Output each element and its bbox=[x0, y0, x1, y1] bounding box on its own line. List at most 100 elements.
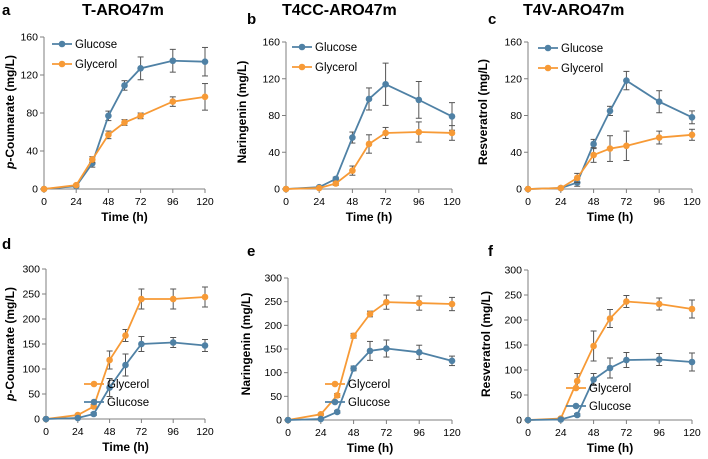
ylabel-a: p-Coumarate (mg/L) bbox=[3, 55, 17, 170]
chart-b: 0 40 80 120 160 0 24 48 72 96 120 Time (h) Glucose Gl… bbox=[262, 37, 460, 225]
y-tick-label: 40 bbox=[510, 147, 522, 159]
glucose-data-point bbox=[201, 58, 209, 65]
glycerol-data-point bbox=[688, 305, 696, 313]
y-tick-label: 120 bbox=[20, 70, 38, 82]
x-tick-label: 24 bbox=[555, 427, 567, 439]
chart-c: 0 40 80 120 160 0 24 48 72 96 120 Time (h) Glucose Gl… bbox=[504, 37, 700, 225]
glycerol-data-point bbox=[590, 151, 597, 159]
x-tick-label: 0 bbox=[41, 196, 47, 208]
y-tick-label: 150 bbox=[504, 340, 522, 352]
y-tick-label: 300 bbox=[504, 265, 522, 277]
glycerol-data-point bbox=[524, 185, 532, 193]
glucose-data-point bbox=[42, 415, 50, 423]
y-tick-label: 150 bbox=[264, 344, 282, 356]
glucose-data-point bbox=[122, 361, 129, 369]
chart-e: 0 50 100 150 200 250 300 0 24 48 72 96 120 Time (h) Gl… bbox=[264, 273, 460, 456]
x-tick-label: 0 bbox=[525, 196, 531, 208]
glucose-data-point bbox=[201, 342, 209, 349]
ylabel-b: Naringenin (mg/L) bbox=[235, 61, 249, 164]
glycerol-series-line bbox=[43, 95, 206, 190]
x-tick-label: 0 bbox=[285, 427, 291, 439]
x-tick-label: 96 bbox=[413, 427, 425, 439]
glycerol-data-point bbox=[121, 119, 128, 126]
glycerol-data-point bbox=[448, 129, 456, 137]
x-tick-label: 24 bbox=[315, 427, 327, 439]
x-tick-label: 48 bbox=[104, 426, 116, 438]
glucose-data-point bbox=[74, 414, 82, 422]
y-tick-label: 0 bbox=[32, 184, 38, 196]
y-tick-label: 40 bbox=[26, 146, 38, 158]
legend-marker-glycerol bbox=[544, 64, 552, 72]
ylabel-c: Resveratrol (mg/L) bbox=[476, 59, 490, 165]
glucose-data-point bbox=[365, 95, 373, 103]
glucose-data-point bbox=[284, 416, 292, 424]
panel-letter-e: e bbox=[247, 243, 255, 260]
x-tick-label: 48 bbox=[103, 196, 115, 208]
y-tick-label: 160 bbox=[20, 32, 38, 44]
glucose-data-point bbox=[623, 356, 630, 364]
glycerol-data-point bbox=[415, 128, 423, 136]
legend-label-glycerol: Glycerol bbox=[315, 62, 357, 74]
x-tick-label: 120 bbox=[443, 427, 461, 439]
x-tick-label: 120 bbox=[683, 427, 701, 439]
glucose-data-point bbox=[332, 175, 340, 183]
legend-label-glucose: Glucose bbox=[348, 397, 390, 409]
y-tick-label: 120 bbox=[504, 73, 522, 85]
y-tick-label: 50 bbox=[28, 389, 40, 401]
glucose-data-point bbox=[590, 376, 597, 383]
glycerol-data-point bbox=[282, 185, 290, 193]
glycerol-data-point bbox=[366, 310, 374, 318]
x-tick-label: 0 bbox=[525, 427, 531, 439]
glucose-data-point bbox=[655, 356, 663, 363]
legend-marker-glycerol bbox=[298, 63, 306, 71]
glucose-data-point bbox=[121, 82, 128, 89]
legend-label-glycerol: Glycerol bbox=[561, 63, 603, 75]
panel-title-b: T4CC-ARO47m bbox=[282, 2, 397, 19]
glycerol-data-point bbox=[333, 392, 341, 399]
chart-f: 0 50 100 150 200 250 300 0 24 48 72 96 120 Time (h) Gl… bbox=[504, 265, 700, 456]
glucose-data-point bbox=[448, 113, 456, 120]
chart-a: 0 40 80 120 160 0 24 48 72 96 120 Time (h) Glucose Gl… bbox=[20, 32, 213, 225]
glucose-data-point bbox=[448, 357, 456, 365]
glucose-data-point bbox=[349, 134, 356, 141]
y-tick-label: 100 bbox=[504, 365, 522, 377]
glucose-data-point bbox=[606, 107, 614, 115]
legend-label-glucose: Glucose bbox=[75, 39, 117, 51]
x-axis-title: Time (h) bbox=[102, 440, 148, 454]
glucose-data-point bbox=[382, 80, 389, 88]
glucose-data-point bbox=[106, 384, 113, 391]
x-tick-label: 24 bbox=[555, 196, 567, 208]
glycerol-data-point bbox=[655, 134, 663, 141]
legend-label-glucose: Glucose bbox=[561, 43, 603, 55]
legend-label-glycerol: Glycerol bbox=[75, 59, 117, 71]
y-tick-label: 250 bbox=[504, 290, 522, 302]
ylabel-e: Naringenin (mg/L) bbox=[239, 293, 253, 396]
panel-letter-d: d bbox=[2, 236, 11, 253]
x-tick-label: 120 bbox=[196, 196, 214, 208]
glycerol-data-point bbox=[573, 174, 581, 182]
glycerol-data-point bbox=[623, 142, 630, 150]
y-tick-label: 250 bbox=[264, 296, 282, 308]
glucose-data-point bbox=[415, 349, 423, 356]
y-tick-label: 0 bbox=[276, 415, 282, 427]
legend-marker-glucose bbox=[572, 402, 580, 410]
legend-marker-glycerol bbox=[331, 380, 339, 388]
y-tick-label: 80 bbox=[268, 110, 280, 122]
glycerol-data-point bbox=[655, 300, 663, 308]
glucose-data-point bbox=[688, 114, 696, 121]
glycerol-data-point bbox=[448, 300, 456, 308]
glucose-data-point bbox=[169, 339, 177, 346]
glycerol-series-line bbox=[527, 300, 693, 421]
y-tick-label: 160 bbox=[504, 37, 522, 49]
panel-letter-c: c bbox=[488, 11, 496, 28]
glycerol-data-point bbox=[315, 184, 323, 192]
y-tick-label: 300 bbox=[22, 264, 40, 276]
glucose-data-point bbox=[655, 98, 663, 106]
legend-marker-glucose bbox=[298, 43, 306, 51]
glucose-data-point bbox=[688, 358, 696, 366]
x-tick-label: 72 bbox=[380, 196, 392, 208]
x-tick-label: 0 bbox=[283, 196, 289, 208]
chart-d: 0 50 100 150 200 250 300 0 24 48 72 96 120 Time (h) Gl… bbox=[22, 264, 213, 455]
x-tick-label: 48 bbox=[348, 427, 360, 439]
glycerol-data-point bbox=[122, 332, 129, 339]
